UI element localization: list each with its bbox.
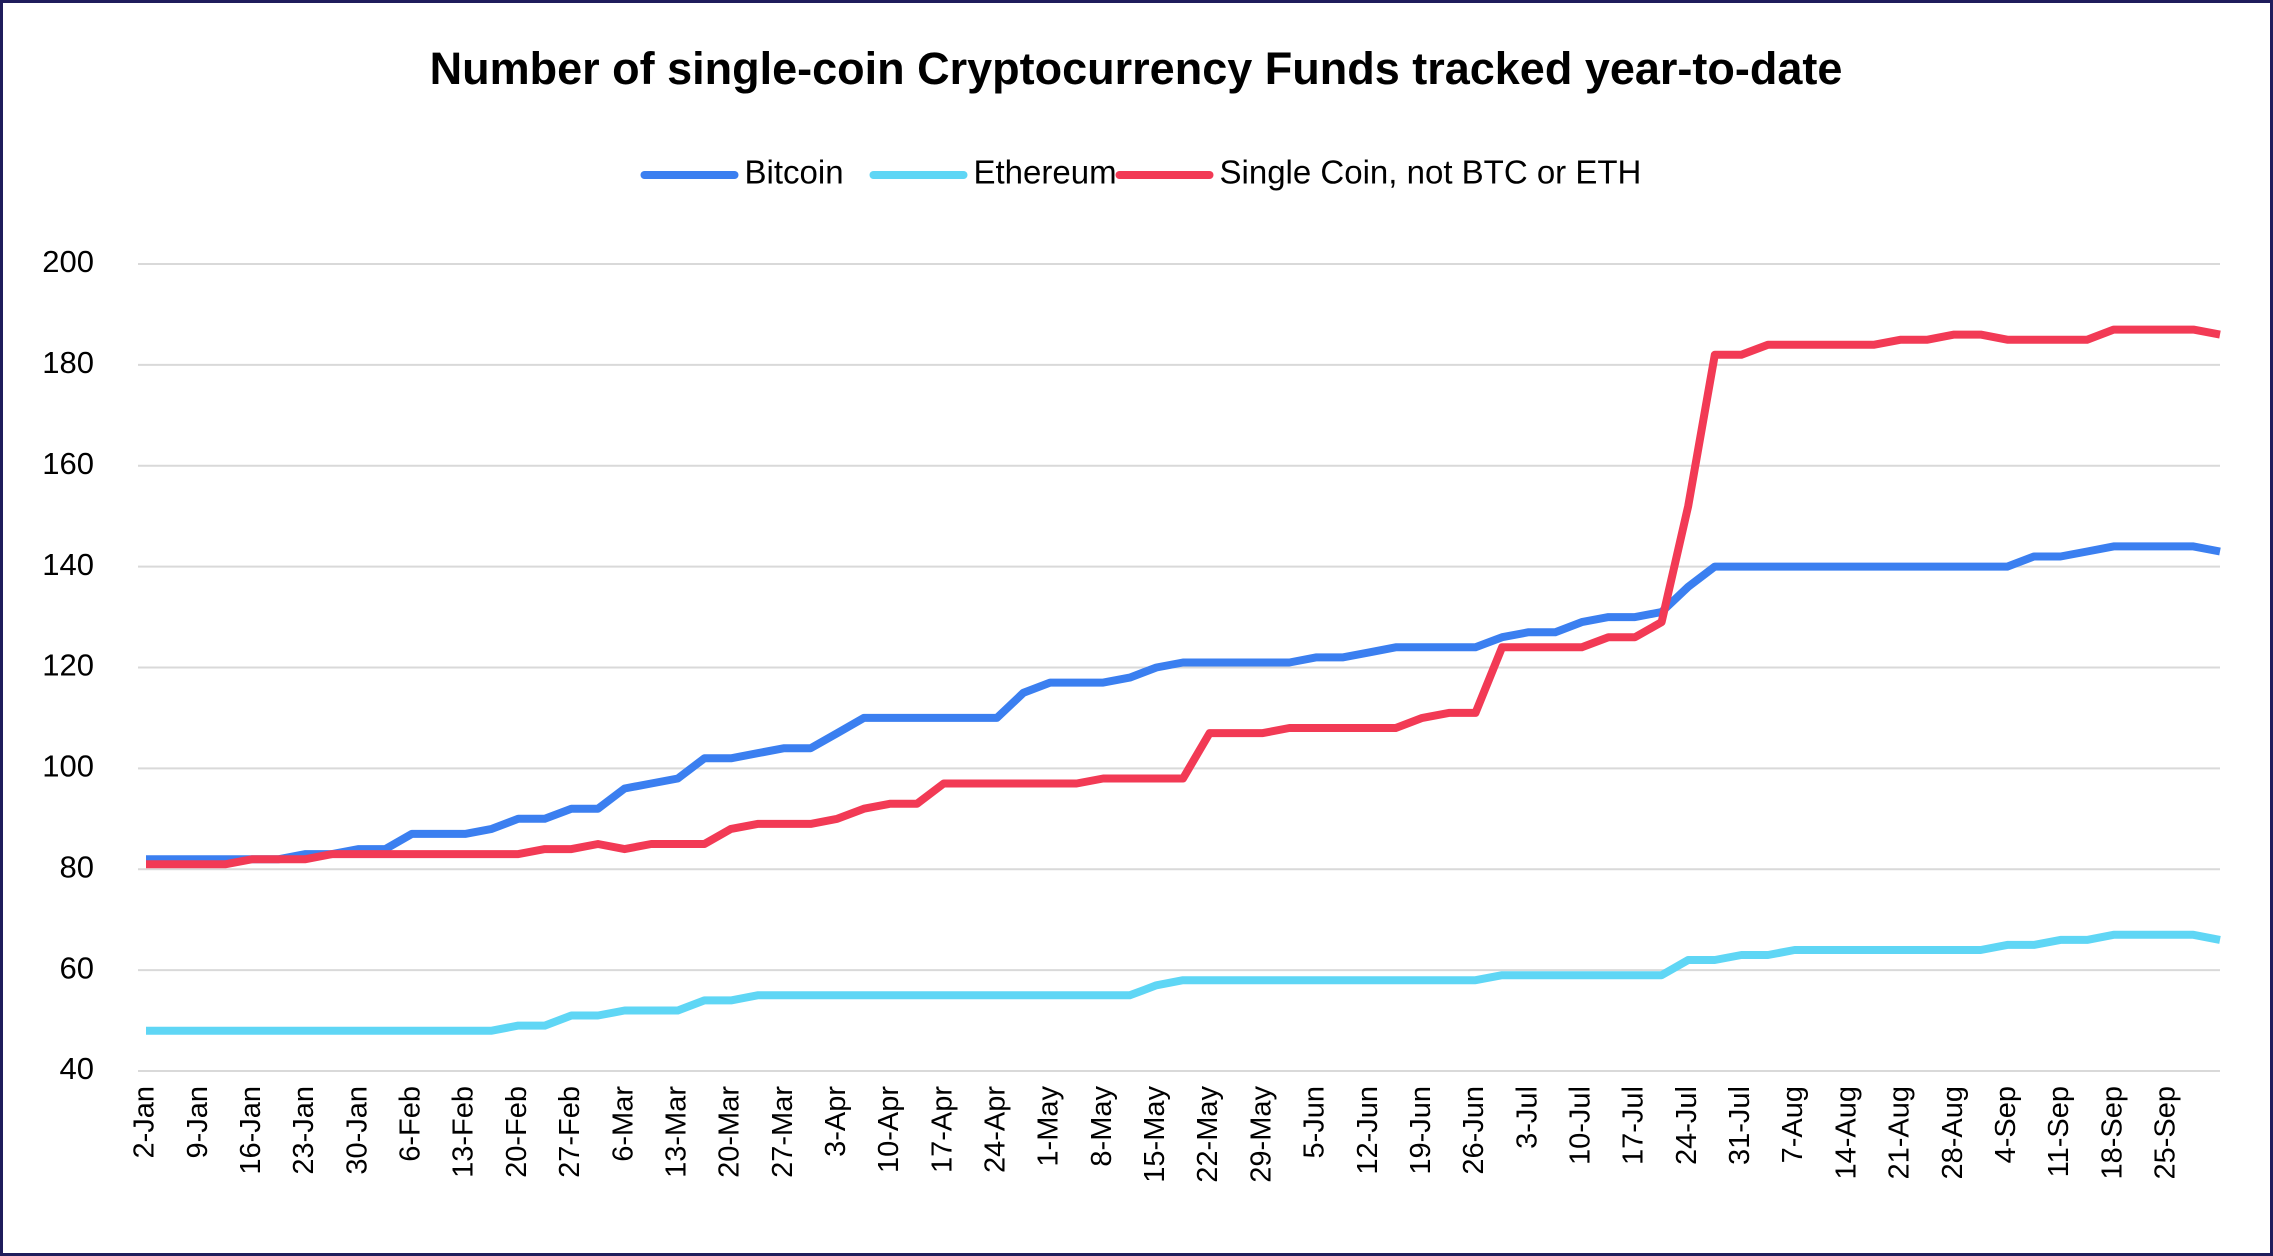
y-tick-label: 180 [42, 345, 94, 380]
y-tick-label: 80 [60, 849, 94, 884]
x-tick-label: 7-Aug [1777, 1086, 1809, 1163]
series-line [146, 930, 2221, 1035]
x-tick-label: 20-Feb [501, 1086, 533, 1178]
x-tick-label: 17-Jul [1618, 1086, 1650, 1165]
x-tick-label: 2-Jan [129, 1086, 161, 1159]
x-tick-label: 13-Mar [660, 1086, 692, 1178]
x-tick-label: 25-Sep [2149, 1086, 2181, 1180]
x-tick-label: 18-Sep [2096, 1086, 2128, 1180]
x-tick-label: 24-Apr [980, 1086, 1012, 1173]
x-tick-label: 30-Jan [341, 1086, 373, 1175]
x-tick-label: 6-Feb [395, 1086, 427, 1162]
x-tick-label: 10-Apr [873, 1086, 905, 1173]
y-tick-label: 140 [42, 547, 94, 582]
y-tick-label: 100 [42, 749, 94, 784]
x-tick-label: 27-Mar [767, 1086, 799, 1178]
x-tick-label: 9-Jan [182, 1086, 214, 1159]
x-tick-label: 26-Jun [1458, 1086, 1490, 1175]
y-tick-label: 120 [42, 648, 94, 683]
x-tick-label: 15-May [1139, 1086, 1171, 1183]
x-tick-label: 19-Jun [1405, 1086, 1437, 1175]
x-tick-label: 12-Jun [1352, 1086, 1384, 1175]
x-tick-label: 21-Aug [1884, 1086, 1916, 1180]
y-tick-label: 40 [60, 1051, 94, 1086]
x-tick-label: 14-Aug [1830, 1086, 1862, 1180]
legend-label: Single Coin, not BTC or ETH [1220, 154, 1642, 191]
x-tick-label: 20-Mar [714, 1086, 746, 1178]
x-tick-label: 3-Apr [820, 1086, 852, 1157]
x-tick-label: 31-Jul [1724, 1086, 1756, 1165]
legend-label: Bitcoin [745, 154, 844, 191]
x-tick-label: 6-Mar [607, 1086, 639, 1162]
x-tick-label: 3-Jul [1511, 1086, 1543, 1149]
x-tick-label: 28-Aug [1937, 1086, 1969, 1180]
y-tick-label: 160 [42, 446, 94, 481]
x-tick-label: 24-Jul [1671, 1086, 1703, 1165]
x-tick-label: 22-May [1192, 1086, 1224, 1183]
x-tick-label: 23-Jan [288, 1086, 320, 1175]
x-tick-label: 17-Apr [926, 1086, 958, 1173]
x-tick-label: 11-Sep [2043, 1086, 2075, 1177]
y-tick-label: 60 [60, 950, 94, 985]
legend-label: Ethereum [974, 154, 1117, 191]
chart-title: Number of single-coin Cryptocurrency Fun… [430, 43, 1843, 94]
x-tick-label: 1-May [1033, 1086, 1065, 1167]
x-tick-label: 27-Feb [554, 1086, 586, 1178]
series-line [146, 325, 2221, 869]
x-tick-label: 29-May [1245, 1086, 1277, 1183]
x-tick-label: 8-May [1086, 1086, 1118, 1167]
y-tick-label: 200 [42, 244, 94, 279]
x-tick-label: 16-Jan [235, 1086, 267, 1175]
x-tick-label: 5-Jun [1299, 1086, 1331, 1159]
x-tick-label: 10-Jul [1565, 1086, 1597, 1165]
series-line [146, 542, 2221, 864]
x-tick-label: 4-Sep [1990, 1086, 2022, 1163]
x-tick-label: 13-Feb [448, 1086, 480, 1178]
